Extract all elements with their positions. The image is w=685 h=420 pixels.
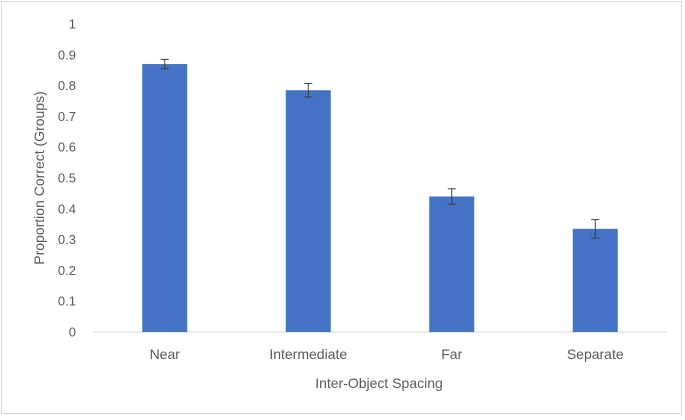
bar-intermediate <box>285 90 331 332</box>
y-tick-label: 0.3 <box>58 232 76 247</box>
y-tick-label: 0.1 <box>58 294 76 309</box>
y-tick-label: 0.6 <box>58 140 76 155</box>
bar-near <box>142 64 188 332</box>
y-tick-label: 0 <box>69 325 76 340</box>
error-bar-far <box>447 188 456 205</box>
bar-separate <box>572 228 618 332</box>
x-tick-label: Far <box>441 346 462 362</box>
y-tick-label: 1 <box>69 17 76 32</box>
bars <box>142 64 618 332</box>
error-bar-intermediate <box>304 82 313 98</box>
error-bars <box>160 58 600 239</box>
y-tick-label: 0.9 <box>58 47 76 62</box>
x-axis-title: Inter-Object Spacing <box>315 375 443 391</box>
bar-far <box>429 196 475 332</box>
y-tick-label: 0.5 <box>58 171 76 186</box>
y-tick-label: 0.8 <box>58 78 76 93</box>
x-tick-label: Near <box>150 346 181 362</box>
y-tick-label: 0.2 <box>58 263 76 278</box>
error-bar-near <box>160 58 169 70</box>
x-tick-label: Separate <box>567 346 624 362</box>
chart-frame: 0 0.1 0.2 0.3 0.4 0.5 0.6 0.7 0.8 0.9 1 Near Interm… <box>1 1 682 414</box>
y-axis-title: Proportion Correct (Groups) <box>31 91 47 265</box>
error-bar-separate <box>591 219 600 239</box>
y-axis-ticks: 0 0.1 0.2 0.3 0.4 0.5 0.6 0.7 0.8 0.9 1 <box>58 17 76 340</box>
bar-chart: 0 0.1 0.2 0.3 0.4 0.5 0.6 0.7 0.8 0.9 1 Near Interm… <box>31 17 667 391</box>
y-tick-label: 0.7 <box>58 109 76 124</box>
y-tick-label: 0.4 <box>58 201 76 216</box>
x-tick-label: Intermediate <box>269 346 347 362</box>
x-axis-ticks: Near Intermediate Far Separate <box>150 346 624 362</box>
